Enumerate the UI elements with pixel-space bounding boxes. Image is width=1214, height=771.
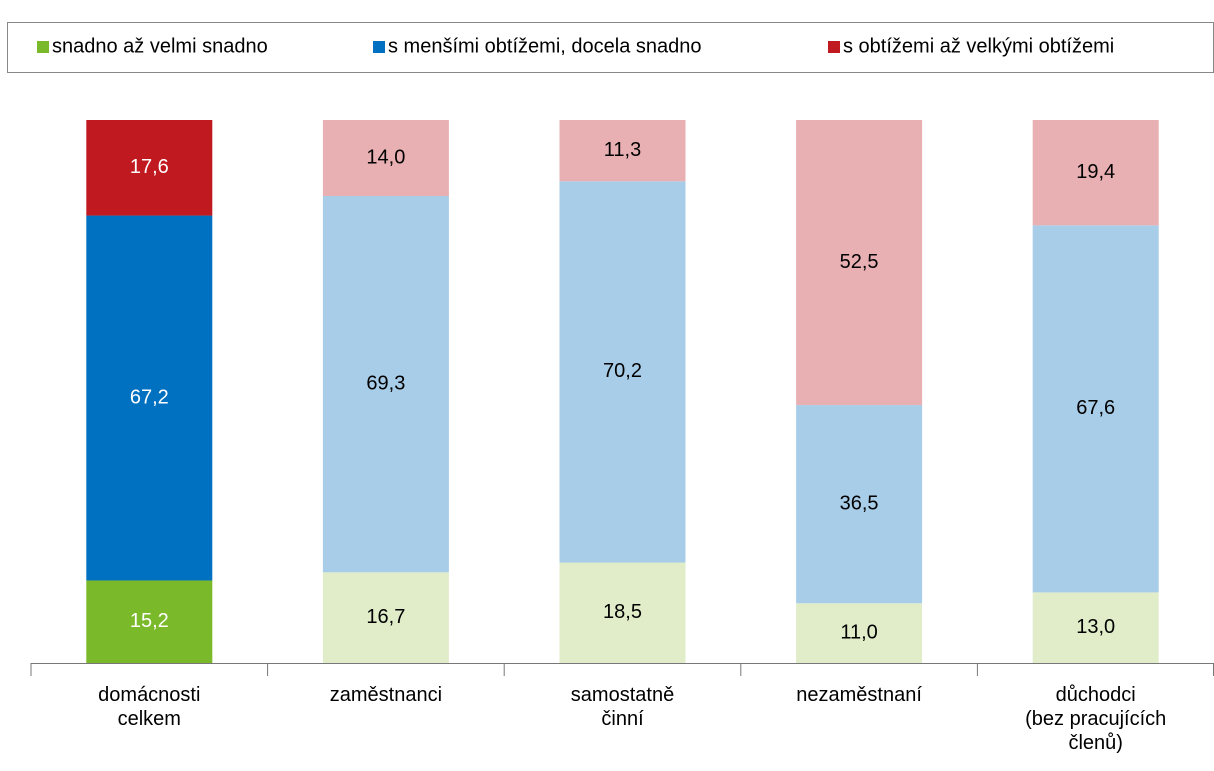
legend-label: snadno až velmi snadno (52, 35, 268, 57)
value-label: 67,6 (1076, 397, 1115, 419)
value-label: 52,5 (840, 251, 879, 273)
x-tick-label: zaměstnanci (330, 684, 442, 706)
value-label: 14,0 (366, 146, 405, 168)
bar-segment (1032, 120, 1159, 226)
legend-label: s obtížemi až velkými obtížemi (843, 35, 1114, 57)
value-label: 19,4 (1076, 161, 1115, 183)
value-label: 16,7 (366, 606, 405, 628)
bar-segment (796, 120, 923, 406)
bar-segment (559, 562, 686, 663)
bar-segment (559, 120, 686, 182)
value-label: 11,0 (840, 621, 877, 643)
bar-segment (322, 120, 449, 197)
x-tick-label: důchodci (bez pracujících členů) (1025, 684, 1166, 754)
x-tick-label: domácnosti celkem (98, 684, 200, 730)
value-label: 18,5 (603, 601, 642, 623)
bar-segment (796, 405, 923, 604)
value-label: 13,0 (1076, 616, 1115, 638)
legend-label: s menšími obtížemi, docela snadno (388, 35, 702, 57)
value-label: 17,6 (130, 156, 169, 178)
value-label: 69,3 (366, 372, 405, 394)
x-tick-label: nezaměstnaní (796, 684, 922, 706)
bar-segment (86, 580, 213, 663)
value-label: 11,3 (604, 139, 641, 161)
legend-swatch (828, 41, 840, 53)
bar-segment (1032, 225, 1159, 593)
value-label: 36,5 (840, 492, 879, 514)
bar-segment (86, 120, 213, 216)
bar-segment (559, 181, 686, 563)
bar-segment (322, 196, 449, 573)
bar-segment (322, 572, 449, 663)
x-tick-label: samostatně činní (571, 684, 674, 730)
bar-segment (1032, 592, 1159, 663)
value-label: 67,2 (130, 386, 169, 408)
value-label: 15,2 (130, 610, 169, 632)
bar-segment (86, 215, 213, 581)
bar-segment (796, 603, 923, 663)
value-label: 70,2 (603, 360, 642, 382)
legend-swatch (373, 41, 385, 53)
legend-swatch (37, 41, 49, 53)
